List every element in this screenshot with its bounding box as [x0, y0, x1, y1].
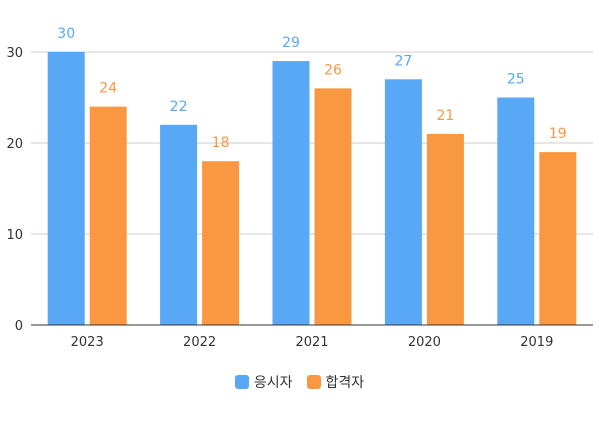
- x-axis-ticks: 2023 2022 2021 2020 2019: [71, 335, 554, 350]
- bar-2023-series-1[interactable]: [89, 106, 127, 325]
- x-tick-label: 2019: [520, 335, 553, 350]
- data-label: 22: [170, 99, 188, 115]
- data-label: 27: [394, 53, 412, 69]
- y-axis-ticks: 0 10 20 30: [6, 46, 23, 334]
- data-label: 25: [507, 72, 525, 88]
- bar-2022-series-1[interactable]: [202, 161, 240, 325]
- data-label: 30: [57, 26, 75, 42]
- y-tick-label: 10: [6, 228, 23, 243]
- x-tick-label: 2022: [183, 335, 216, 350]
- legend-label: 합격자: [325, 375, 365, 391]
- data-label: 29: [282, 35, 300, 51]
- legend-item-series-0[interactable]: 응시자: [234, 372, 293, 392]
- bar-2022-series-0[interactable]: [160, 124, 198, 325]
- bar-2020-series-0[interactable]: [384, 79, 422, 325]
- x-tick-label: 2020: [408, 335, 441, 350]
- y-tick-label: 20: [6, 137, 23, 152]
- bars: [47, 52, 577, 326]
- bar-2019-series-0[interactable]: [497, 97, 535, 326]
- legend-swatch: [306, 375, 321, 389]
- bar-2021-series-0[interactable]: [272, 61, 310, 325]
- bar-2023-series-0[interactable]: [47, 52, 85, 325]
- data-label: 24: [99, 81, 117, 97]
- y-tick-label: 30: [6, 46, 23, 61]
- legend-item-series-1[interactable]: 합격자: [306, 372, 365, 392]
- x-tick-label: 2023: [71, 335, 104, 350]
- x-tick-label: 2021: [295, 335, 328, 350]
- bar-2020-series-1[interactable]: [426, 133, 464, 325]
- y-tick-label: 0: [15, 319, 23, 334]
- data-label: 26: [324, 62, 342, 78]
- data-label: 21: [436, 108, 454, 124]
- data-label: 19: [549, 126, 567, 142]
- legend-label: 응시자: [253, 375, 293, 391]
- data-labels: 30 24 22 18 29 26 27 21 25 19: [57, 26, 566, 151]
- bar-2019-series-1[interactable]: [539, 152, 577, 325]
- legend: 응시자 합격자: [0, 372, 599, 392]
- legend-swatch: [234, 375, 249, 389]
- data-label: 18: [212, 135, 230, 151]
- bar-2021-series-1[interactable]: [314, 88, 352, 326]
